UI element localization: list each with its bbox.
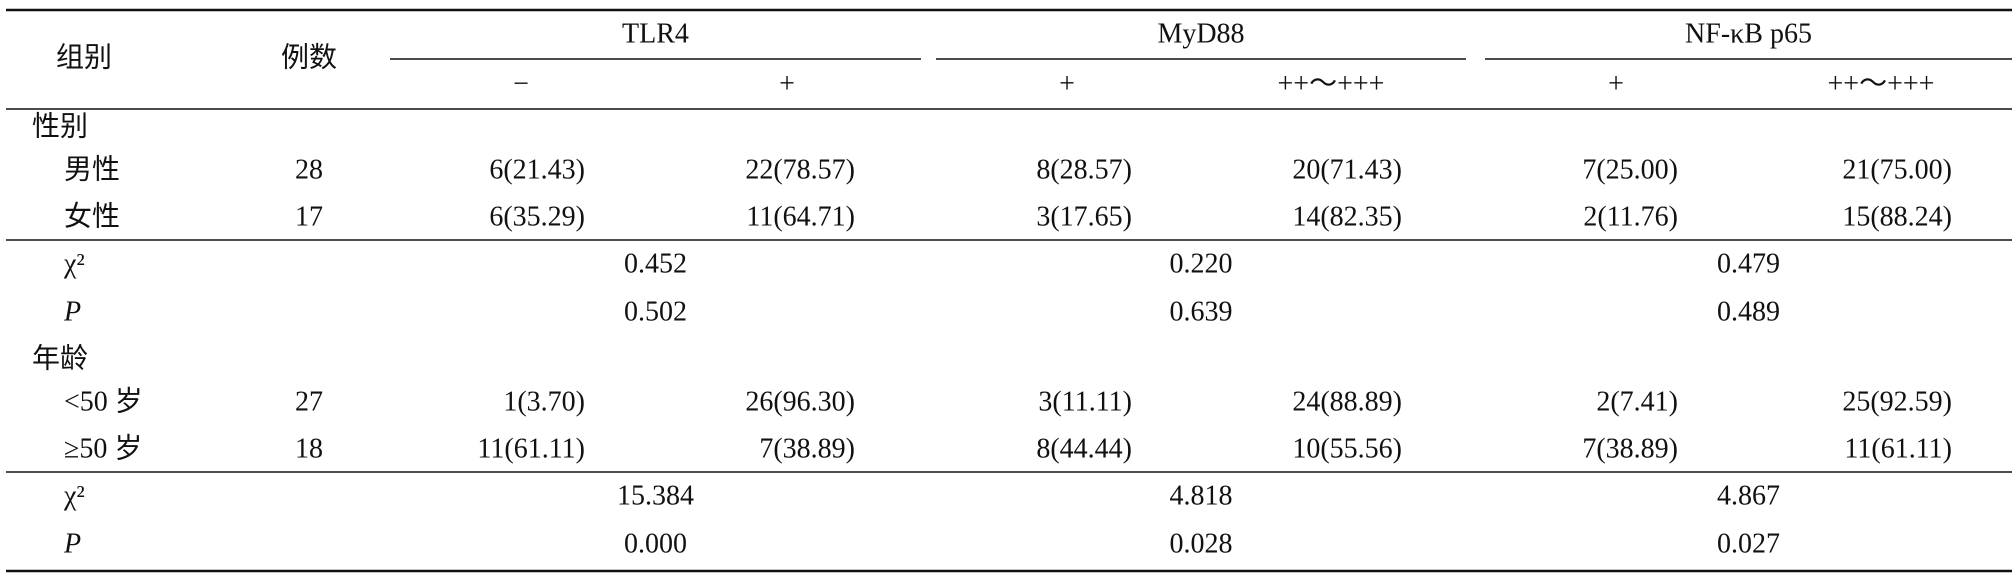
stat-value: 0.452 bbox=[624, 248, 687, 279]
stat-value: 0.502 bbox=[624, 296, 687, 327]
cell: 3(11.11) bbox=[1038, 386, 1132, 417]
row-count: 27 bbox=[295, 386, 323, 417]
row-count: 28 bbox=[295, 154, 323, 185]
marker-header: TLR4 bbox=[622, 18, 689, 49]
stat-label: P bbox=[63, 296, 81, 327]
cell: 11(61.11) bbox=[477, 433, 585, 464]
stat-label: χ² bbox=[63, 480, 85, 511]
row-label: ≥50 岁 bbox=[64, 432, 142, 464]
stat-value: 0.028 bbox=[1170, 528, 1233, 559]
row-label: 女性 bbox=[64, 200, 120, 232]
stat-label: χ² bbox=[63, 248, 85, 279]
cell: 7(38.89) bbox=[1582, 433, 1678, 464]
cell: 26(96.30) bbox=[745, 386, 855, 417]
cell: 8(44.44) bbox=[1036, 433, 1132, 464]
stat-value: 4.818 bbox=[1170, 480, 1233, 511]
stat-value: 0.027 bbox=[1717, 528, 1780, 559]
cell: 2(11.76) bbox=[1583, 201, 1678, 232]
cell: 25(92.59) bbox=[1842, 386, 1952, 417]
cell: 6(35.29) bbox=[489, 201, 585, 232]
cell: 14(82.35) bbox=[1292, 201, 1402, 232]
section-title: 性别 bbox=[32, 110, 88, 142]
level-header: + bbox=[1608, 68, 1624, 99]
stat-value: 4.867 bbox=[1717, 480, 1780, 511]
cell: 10(55.56) bbox=[1292, 433, 1402, 464]
cell: 22(78.57) bbox=[745, 154, 855, 185]
level-header: ++～+++ bbox=[1828, 68, 1935, 99]
cell: 3(17.65) bbox=[1036, 201, 1132, 232]
cell: 11(61.11) bbox=[1844, 433, 1952, 464]
group-header: 组别 bbox=[56, 41, 112, 73]
stat-value: 0.489 bbox=[1717, 296, 1780, 327]
cell: 21(75.00) bbox=[1842, 154, 1952, 185]
cell: 2(7.41) bbox=[1596, 386, 1678, 417]
cell: 1(3.70) bbox=[503, 386, 585, 417]
cell: 20(71.43) bbox=[1292, 154, 1402, 185]
stat-value: 15.384 bbox=[617, 480, 694, 511]
cell: 6(21.43) bbox=[489, 154, 585, 185]
cell: 7(25.00) bbox=[1582, 154, 1678, 185]
level-header: ++～+++ bbox=[1278, 68, 1385, 99]
level-header: + bbox=[1059, 68, 1075, 99]
count-header: 例数 bbox=[281, 41, 337, 73]
row-count: 17 bbox=[295, 201, 323, 232]
level-header: − bbox=[513, 68, 529, 99]
row-count: 18 bbox=[295, 433, 323, 464]
cell: 11(64.71) bbox=[746, 201, 855, 232]
marker-header: NF-κB p65 bbox=[1685, 18, 1812, 49]
stat-value: 0.639 bbox=[1170, 296, 1233, 327]
cell: 7(38.89) bbox=[759, 433, 855, 464]
row-label: 男性 bbox=[64, 153, 120, 185]
stat-value: 0.000 bbox=[624, 528, 687, 559]
stat-label: P bbox=[63, 528, 81, 559]
cell: 8(28.57) bbox=[1036, 154, 1132, 185]
row-label: <50 岁 bbox=[64, 385, 143, 417]
cell: 24(88.89) bbox=[1292, 386, 1402, 417]
cell: 15(88.24) bbox=[1842, 201, 1952, 232]
section-title: 年龄 bbox=[32, 342, 88, 374]
stat-value: 0.220 bbox=[1170, 248, 1233, 279]
marker-header: MyD88 bbox=[1157, 18, 1244, 49]
stat-value: 0.479 bbox=[1717, 248, 1780, 279]
level-header: + bbox=[779, 68, 795, 99]
